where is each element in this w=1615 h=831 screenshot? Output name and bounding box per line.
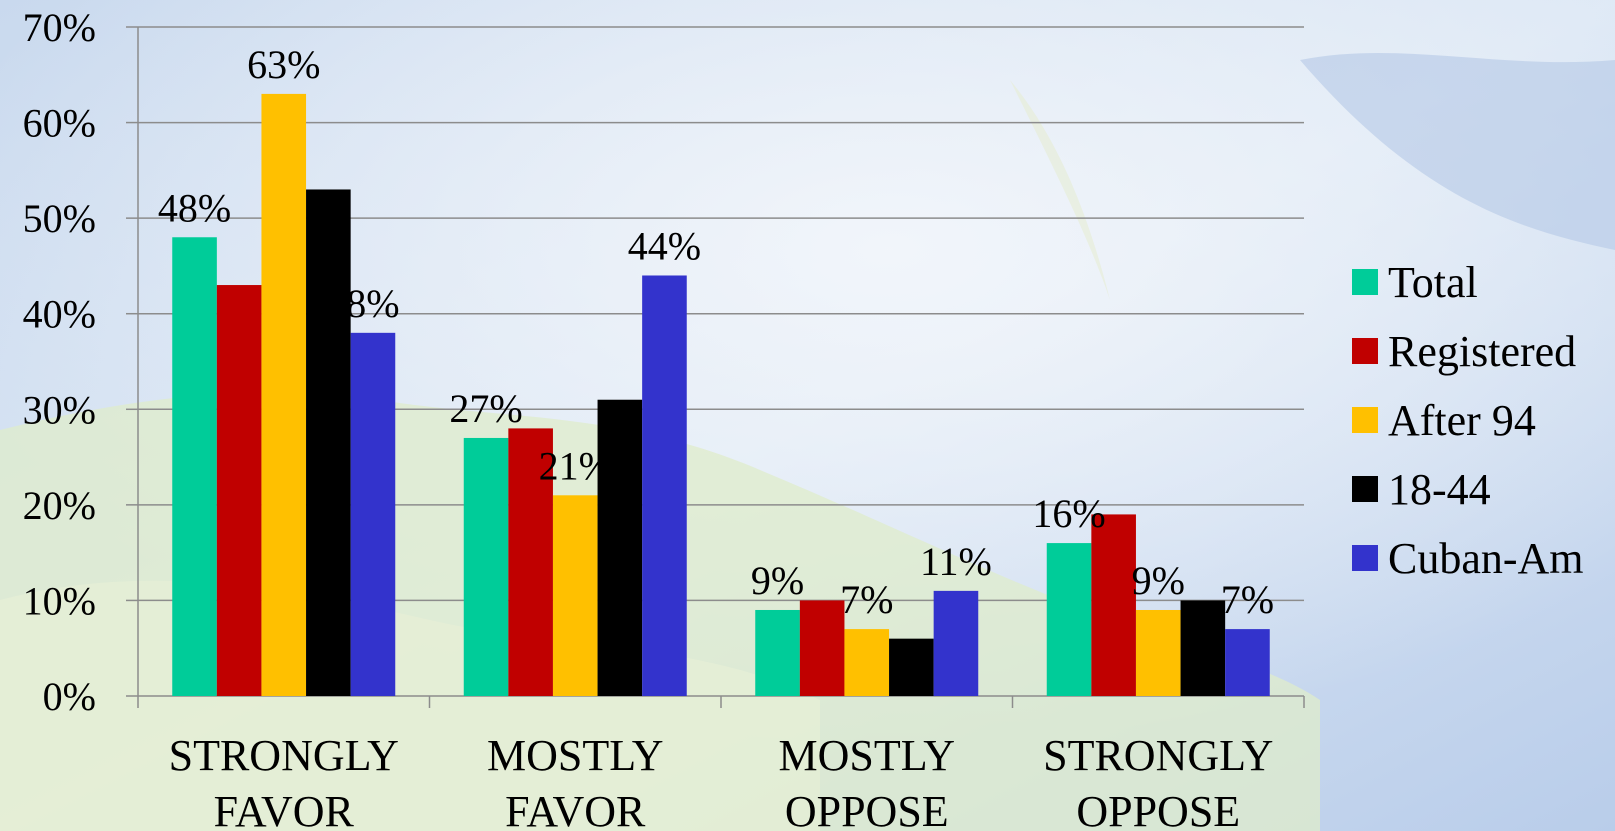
data-label: 9% <box>751 558 804 603</box>
y-tick-label: 30% <box>23 387 96 432</box>
bar <box>508 428 553 696</box>
data-label: 11% <box>920 539 992 584</box>
bar <box>216 285 262 696</box>
data-labels: 48% 63% 8% 27% 21% 44% 9% 7% 11% 16% 9% 7% <box>158 42 1274 622</box>
data-label: 48% <box>158 185 231 230</box>
bar <box>306 189 351 696</box>
category-label: FAVOR <box>505 787 646 831</box>
legend-swatch <box>1352 338 1378 364</box>
bar <box>1046 543 1092 696</box>
legend-swatch <box>1352 545 1378 571</box>
bar <box>933 590 979 696</box>
bar <box>642 275 687 696</box>
y-axis-ticks: 0% 10% 20% 30% 40% 50% 60% 70% <box>23 5 96 719</box>
bar <box>844 629 890 696</box>
y-tick-label: 20% <box>23 483 96 528</box>
data-label: 8% <box>346 281 399 326</box>
legend-label: After 94 <box>1388 396 1536 445</box>
data-label: 44% <box>628 223 701 268</box>
bar <box>889 638 934 696</box>
data-label: 16% <box>1032 491 1105 536</box>
category-label: STRONGLY <box>1043 731 1273 780</box>
bar <box>597 399 643 696</box>
category-label: OPPOSE <box>1076 787 1240 831</box>
data-label: 21% <box>539 443 612 488</box>
legend-swatch <box>1352 476 1378 502</box>
data-label: 9% <box>1132 558 1185 603</box>
legend-label: Total <box>1388 258 1478 307</box>
y-tick-label: 50% <box>23 196 96 241</box>
category-label: OPPOSE <box>785 787 949 831</box>
bar <box>1225 629 1270 696</box>
data-label: 27% <box>449 386 522 431</box>
legend-swatch <box>1352 407 1378 433</box>
category-label: MOSTLY <box>487 731 664 780</box>
bar <box>755 609 800 696</box>
category-label: STRONGLY <box>169 731 399 780</box>
legend-label: Cuban-Am <box>1388 534 1584 583</box>
y-tick-label: 10% <box>23 578 96 623</box>
bar <box>261 93 307 696</box>
bar <box>463 437 509 696</box>
y-tick-label: 70% <box>23 5 96 50</box>
legend-label: Registered <box>1388 327 1576 376</box>
y-tick-label: 60% <box>23 101 96 146</box>
legend: Total Registered After 94 18-44 Cuban-Am <box>1352 258 1584 583</box>
y-tick-label: 40% <box>23 292 96 337</box>
category-labels: STRONGLY FAVOR MOSTLY FAVOR MOSTLY OPPOSE STRO… <box>169 731 1274 831</box>
category-label: MOSTLY <box>779 731 956 780</box>
bar <box>1180 600 1226 696</box>
legend-swatch <box>1352 269 1378 295</box>
bar <box>172 237 217 696</box>
bar <box>552 495 598 696</box>
category-label: FAVOR <box>214 787 355 831</box>
y-tick-label: 0% <box>43 674 96 719</box>
data-label: 7% <box>840 577 893 622</box>
data-label: 63% <box>247 42 320 87</box>
data-label: 7% <box>1221 577 1274 622</box>
bars <box>172 93 1270 696</box>
bar <box>799 600 845 696</box>
legend-label: 18-44 <box>1388 465 1491 514</box>
bar <box>1091 514 1136 696</box>
bar <box>350 332 396 696</box>
bar <box>1135 609 1181 696</box>
